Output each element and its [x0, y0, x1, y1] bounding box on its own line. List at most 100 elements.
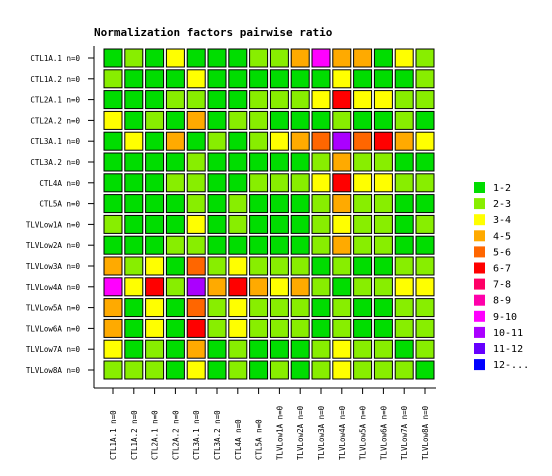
- heatmap-cell: [207, 110, 227, 130]
- row-label: TLVLow2A n=0: [26, 241, 81, 250]
- heatmap-cell: [415, 318, 435, 338]
- row-label: CTL3A.1 n=0: [30, 137, 80, 146]
- heatmap-cell: [394, 48, 414, 68]
- heatmap-cell: [373, 339, 393, 359]
- column-label: CTL1A.1 n=0: [109, 410, 118, 460]
- chart-title: Normalization factors pairwise ratio: [94, 26, 333, 39]
- heatmap-cell: [186, 48, 206, 68]
- heatmap-cell: [186, 194, 206, 214]
- heatmap-cell: [415, 69, 435, 89]
- heatmap-cell: [353, 298, 373, 318]
- column-label: TLVLow3A n=0: [317, 405, 326, 460]
- heatmap-cell: [124, 298, 144, 318]
- row-labels: CTL1A.1 n=0 CTL1A.2 n=0 CTL2A.1 n=0 CTL2A.2…: [26, 54, 94, 375]
- heatmap-cell: [186, 131, 206, 151]
- legend-swatch: [474, 310, 485, 322]
- column-label: CTL3A.2 n=0: [213, 410, 222, 460]
- heatmap-cell: [269, 152, 289, 172]
- heatmap-cell: [394, 256, 414, 276]
- heatmap-cell: [124, 318, 144, 338]
- heatmap-cell: [249, 360, 269, 380]
- heatmap-cell: [353, 194, 373, 214]
- heatmap-cell: [332, 256, 352, 276]
- heatmap-cell: [332, 48, 352, 68]
- heatmap-cell: [373, 90, 393, 110]
- legend-swatch: [474, 214, 485, 226]
- heatmap-cell: [124, 339, 144, 359]
- heatmap-cell: [186, 318, 206, 338]
- heatmap-cell: [228, 90, 248, 110]
- heatmap-cell: [269, 69, 289, 89]
- legend-label: 5-6: [493, 247, 511, 258]
- heatmap-cell: [353, 318, 373, 338]
- heatmap-cell: [415, 256, 435, 276]
- heatmap-cell: [249, 277, 269, 297]
- heatmap-cell: [353, 48, 373, 68]
- heatmap-cell: [186, 277, 206, 297]
- heatmap-cell: [394, 277, 414, 297]
- legend-swatch: [474, 343, 485, 354]
- heatmap-cell: [207, 194, 227, 214]
- heatmap-cell: [103, 318, 123, 338]
- heatmap-cell: [186, 173, 206, 193]
- heatmap-cell: [165, 256, 185, 276]
- heatmap-cell: [332, 90, 352, 110]
- heatmap-cell: [311, 298, 331, 318]
- heatmap-cell: [415, 90, 435, 110]
- row-label: TLVLow6A n=0: [26, 324, 81, 333]
- row-label: TLVLow8A n=0: [26, 366, 81, 375]
- heatmap-cell: [269, 173, 289, 193]
- heatmap-cell: [332, 277, 352, 297]
- heatmap-cell: [124, 214, 144, 234]
- legend-label: 2-3: [493, 199, 511, 210]
- heatmap-cell: [311, 69, 331, 89]
- heatmap-cell: [394, 339, 414, 359]
- column-labels: CTL1A.1 n=0 CTL1A.2 n=0 CTL2A.1 n=0 CTL2A.2…: [109, 388, 430, 460]
- heatmap-cell: [186, 235, 206, 255]
- heatmap-cell: [124, 48, 144, 68]
- heatmap-cell: [373, 152, 393, 172]
- heatmap-cell: [269, 110, 289, 130]
- legend-label: 11-12: [493, 344, 523, 355]
- heatmap-cell: [165, 48, 185, 68]
- heatmap-cell: [353, 110, 373, 130]
- heatmap-cell: [311, 256, 331, 276]
- heatmap-cell: [228, 214, 248, 234]
- heatmap-cell: [124, 90, 144, 110]
- heatmap-cell: [290, 214, 310, 234]
- heatmap-cell: [207, 90, 227, 110]
- heatmap-cell: [394, 360, 414, 380]
- column-label: CTL4A n=0: [234, 419, 243, 460]
- heatmap-cell: [228, 277, 248, 297]
- row-label: TLVLow7A n=0: [26, 345, 81, 354]
- heatmap-cell: [103, 69, 123, 89]
- legend-swatch: [474, 246, 485, 258]
- heatmap-cell: [290, 256, 310, 276]
- heatmap-cell: [269, 131, 289, 151]
- heatmap-cell: [145, 298, 165, 318]
- legend-label: 8-9: [493, 296, 511, 307]
- heatmap-cell: [373, 194, 393, 214]
- heatmap-cell: [332, 152, 352, 172]
- heatmap-cell: [145, 360, 165, 380]
- heatmap-cell: [415, 194, 435, 214]
- heatmap-cell: [207, 360, 227, 380]
- column-label: TLVLow4A n=0: [338, 405, 347, 460]
- row-label: CTL1A.2 n=0: [30, 75, 80, 84]
- heatmap-cell: [103, 110, 123, 130]
- heatmap-cell: [353, 339, 373, 359]
- heatmap-cell: [394, 235, 414, 255]
- heatmap-cell: [373, 277, 393, 297]
- heatmap-cell: [311, 90, 331, 110]
- heatmap-cell: [373, 173, 393, 193]
- heatmap-cell: [290, 360, 310, 380]
- row-label: CTL4A n=0: [39, 179, 80, 188]
- heatmap-cell: [145, 152, 165, 172]
- heatmap-cell: [124, 256, 144, 276]
- heatmap-cell: [415, 235, 435, 255]
- heatmap-cell: [145, 110, 165, 130]
- heatmap-cell: [311, 110, 331, 130]
- heatmap-cell: [394, 131, 414, 151]
- heatmap-cell: [228, 339, 248, 359]
- heatmap-cell: [353, 152, 373, 172]
